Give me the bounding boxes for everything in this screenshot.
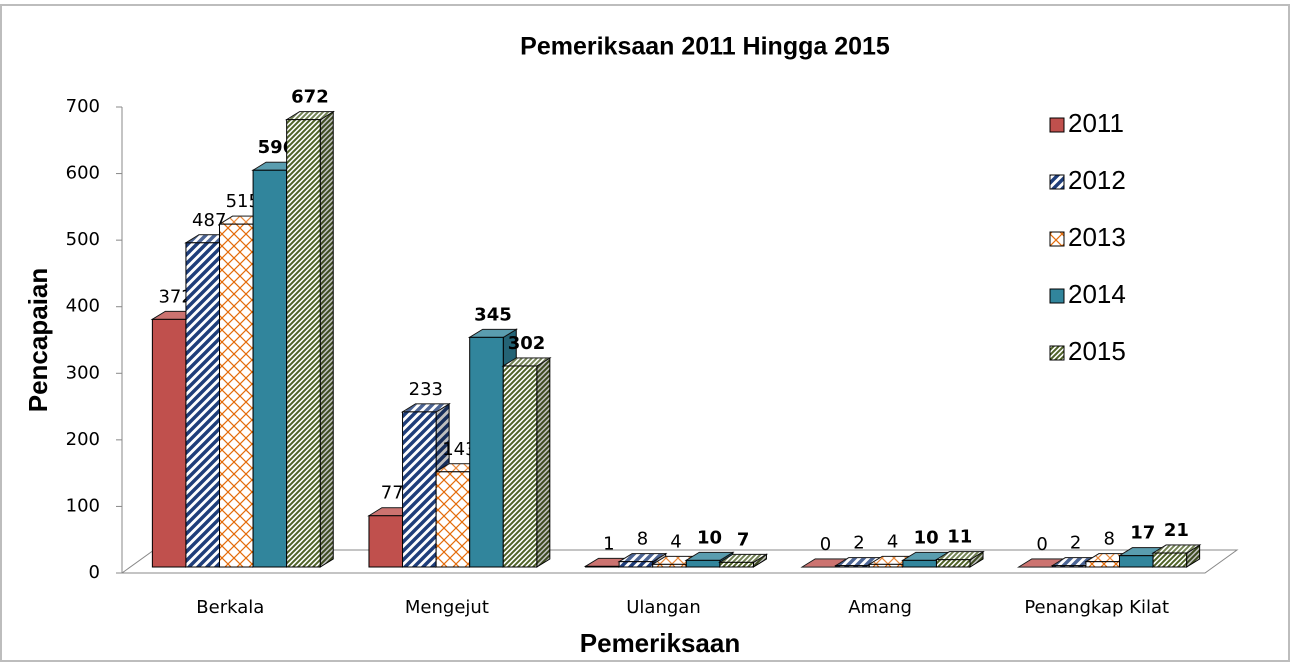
x-tick-label: Mengejut [405, 597, 489, 618]
bar-group [718, 553, 769, 568]
y-tick-label: 100 [66, 495, 100, 516]
data-label: 233 [409, 379, 443, 400]
data-label: 7 [737, 529, 750, 550]
data-label: 10 [697, 527, 722, 548]
data-label: 10 [914, 527, 939, 548]
bar [868, 563, 904, 568]
data-label: 0 [820, 534, 831, 555]
data-label: 596 [258, 137, 296, 158]
bar [502, 365, 538, 568]
x-tick-label: Amang [848, 597, 912, 618]
data-label: 515 [226, 191, 260, 212]
bar [435, 471, 471, 568]
bar [685, 559, 721, 568]
bar [252, 169, 288, 568]
legend-swatch [1049, 117, 1065, 133]
bar [469, 336, 504, 568]
y-tick-label: 500 [66, 229, 100, 250]
bar-side-shade [536, 357, 550, 567]
data-label: 2 [853, 533, 864, 554]
bar [402, 411, 437, 568]
legend-label: 2012 [1068, 165, 1126, 195]
bar-side-shade [1186, 545, 1200, 567]
bar [935, 559, 971, 568]
y-tick-label: 200 [66, 429, 100, 450]
y-tick-label: 600 [66, 163, 100, 184]
bar-group [1151, 544, 1202, 568]
data-label: 345 [474, 304, 512, 325]
data-label: 17 [1130, 523, 1155, 544]
data-label: 487 [192, 210, 226, 231]
chart-title: Pemeriksaan 2011 Hingga 2015 [520, 33, 890, 61]
legend-swatch [1049, 288, 1065, 304]
bar-group [501, 357, 552, 568]
data-label: 1 [603, 533, 614, 554]
y-tick-label: 300 [66, 362, 100, 383]
y-axis-title: Pencapaian [23, 268, 53, 413]
legend-swatch [1049, 231, 1065, 247]
data-label: 672 [291, 87, 329, 108]
x-axis-title: Pemeriksaan [580, 628, 740, 658]
bar [902, 559, 937, 568]
data-label: 8 [637, 529, 648, 550]
bar-side-shade [970, 551, 984, 567]
legend-label: 2015 [1068, 336, 1126, 366]
bar [185, 242, 221, 568]
bar [368, 515, 404, 568]
bar [585, 565, 620, 568]
bar [219, 223, 254, 568]
legend-swatch [1049, 345, 1065, 361]
bar [652, 563, 687, 568]
bar-top-shade [719, 554, 767, 563]
x-tick-label: Penangkap Kilat [1024, 597, 1169, 618]
data-label: 77 [381, 483, 404, 504]
bar-top-shade [503, 357, 550, 366]
bar-top-shade [686, 552, 733, 561]
data-label: 21 [1164, 520, 1189, 541]
bar [618, 561, 654, 568]
bar [1118, 555, 1154, 568]
bar-top-shade [619, 553, 666, 562]
bar-top-shade [936, 551, 984, 560]
data-label: 0 [1036, 534, 1047, 555]
bar-group [284, 110, 335, 568]
bar-side-shade [320, 111, 334, 567]
data-label: 302 [508, 333, 546, 354]
data-label: 4 [670, 531, 681, 552]
y-tick-label: 700 [66, 96, 100, 117]
data-label: 11 [947, 527, 972, 548]
bar-top-shade [469, 329, 517, 338]
bar [719, 561, 754, 568]
bar-top-shade [1153, 545, 1200, 554]
bar-group [934, 550, 985, 568]
bar [835, 565, 870, 568]
legend-label: 2011 [1068, 108, 1124, 138]
bar [151, 318, 187, 568]
y-tick-label: 0 [89, 562, 100, 583]
data-label: 372 [158, 286, 192, 307]
data-label: 143 [442, 439, 476, 460]
y-tick-label: 400 [66, 296, 100, 317]
legend-label: 2014 [1068, 279, 1126, 309]
bar [1152, 552, 1188, 568]
bar [1051, 565, 1087, 568]
legend-swatch [1049, 174, 1065, 190]
x-tick-label: Berkala [196, 597, 264, 618]
bar-top-shade [402, 403, 450, 412]
x-tick-label: Ulangan [626, 597, 700, 618]
data-label: 4 [887, 531, 898, 552]
data-label: 2 [1070, 533, 1081, 554]
bar [286, 119, 321, 568]
bar [1085, 561, 1120, 568]
legend-label: 2013 [1068, 222, 1126, 252]
bar-side-shade [753, 554, 767, 567]
bar-top-shade [286, 111, 334, 120]
data-label: 8 [1103, 529, 1114, 550]
